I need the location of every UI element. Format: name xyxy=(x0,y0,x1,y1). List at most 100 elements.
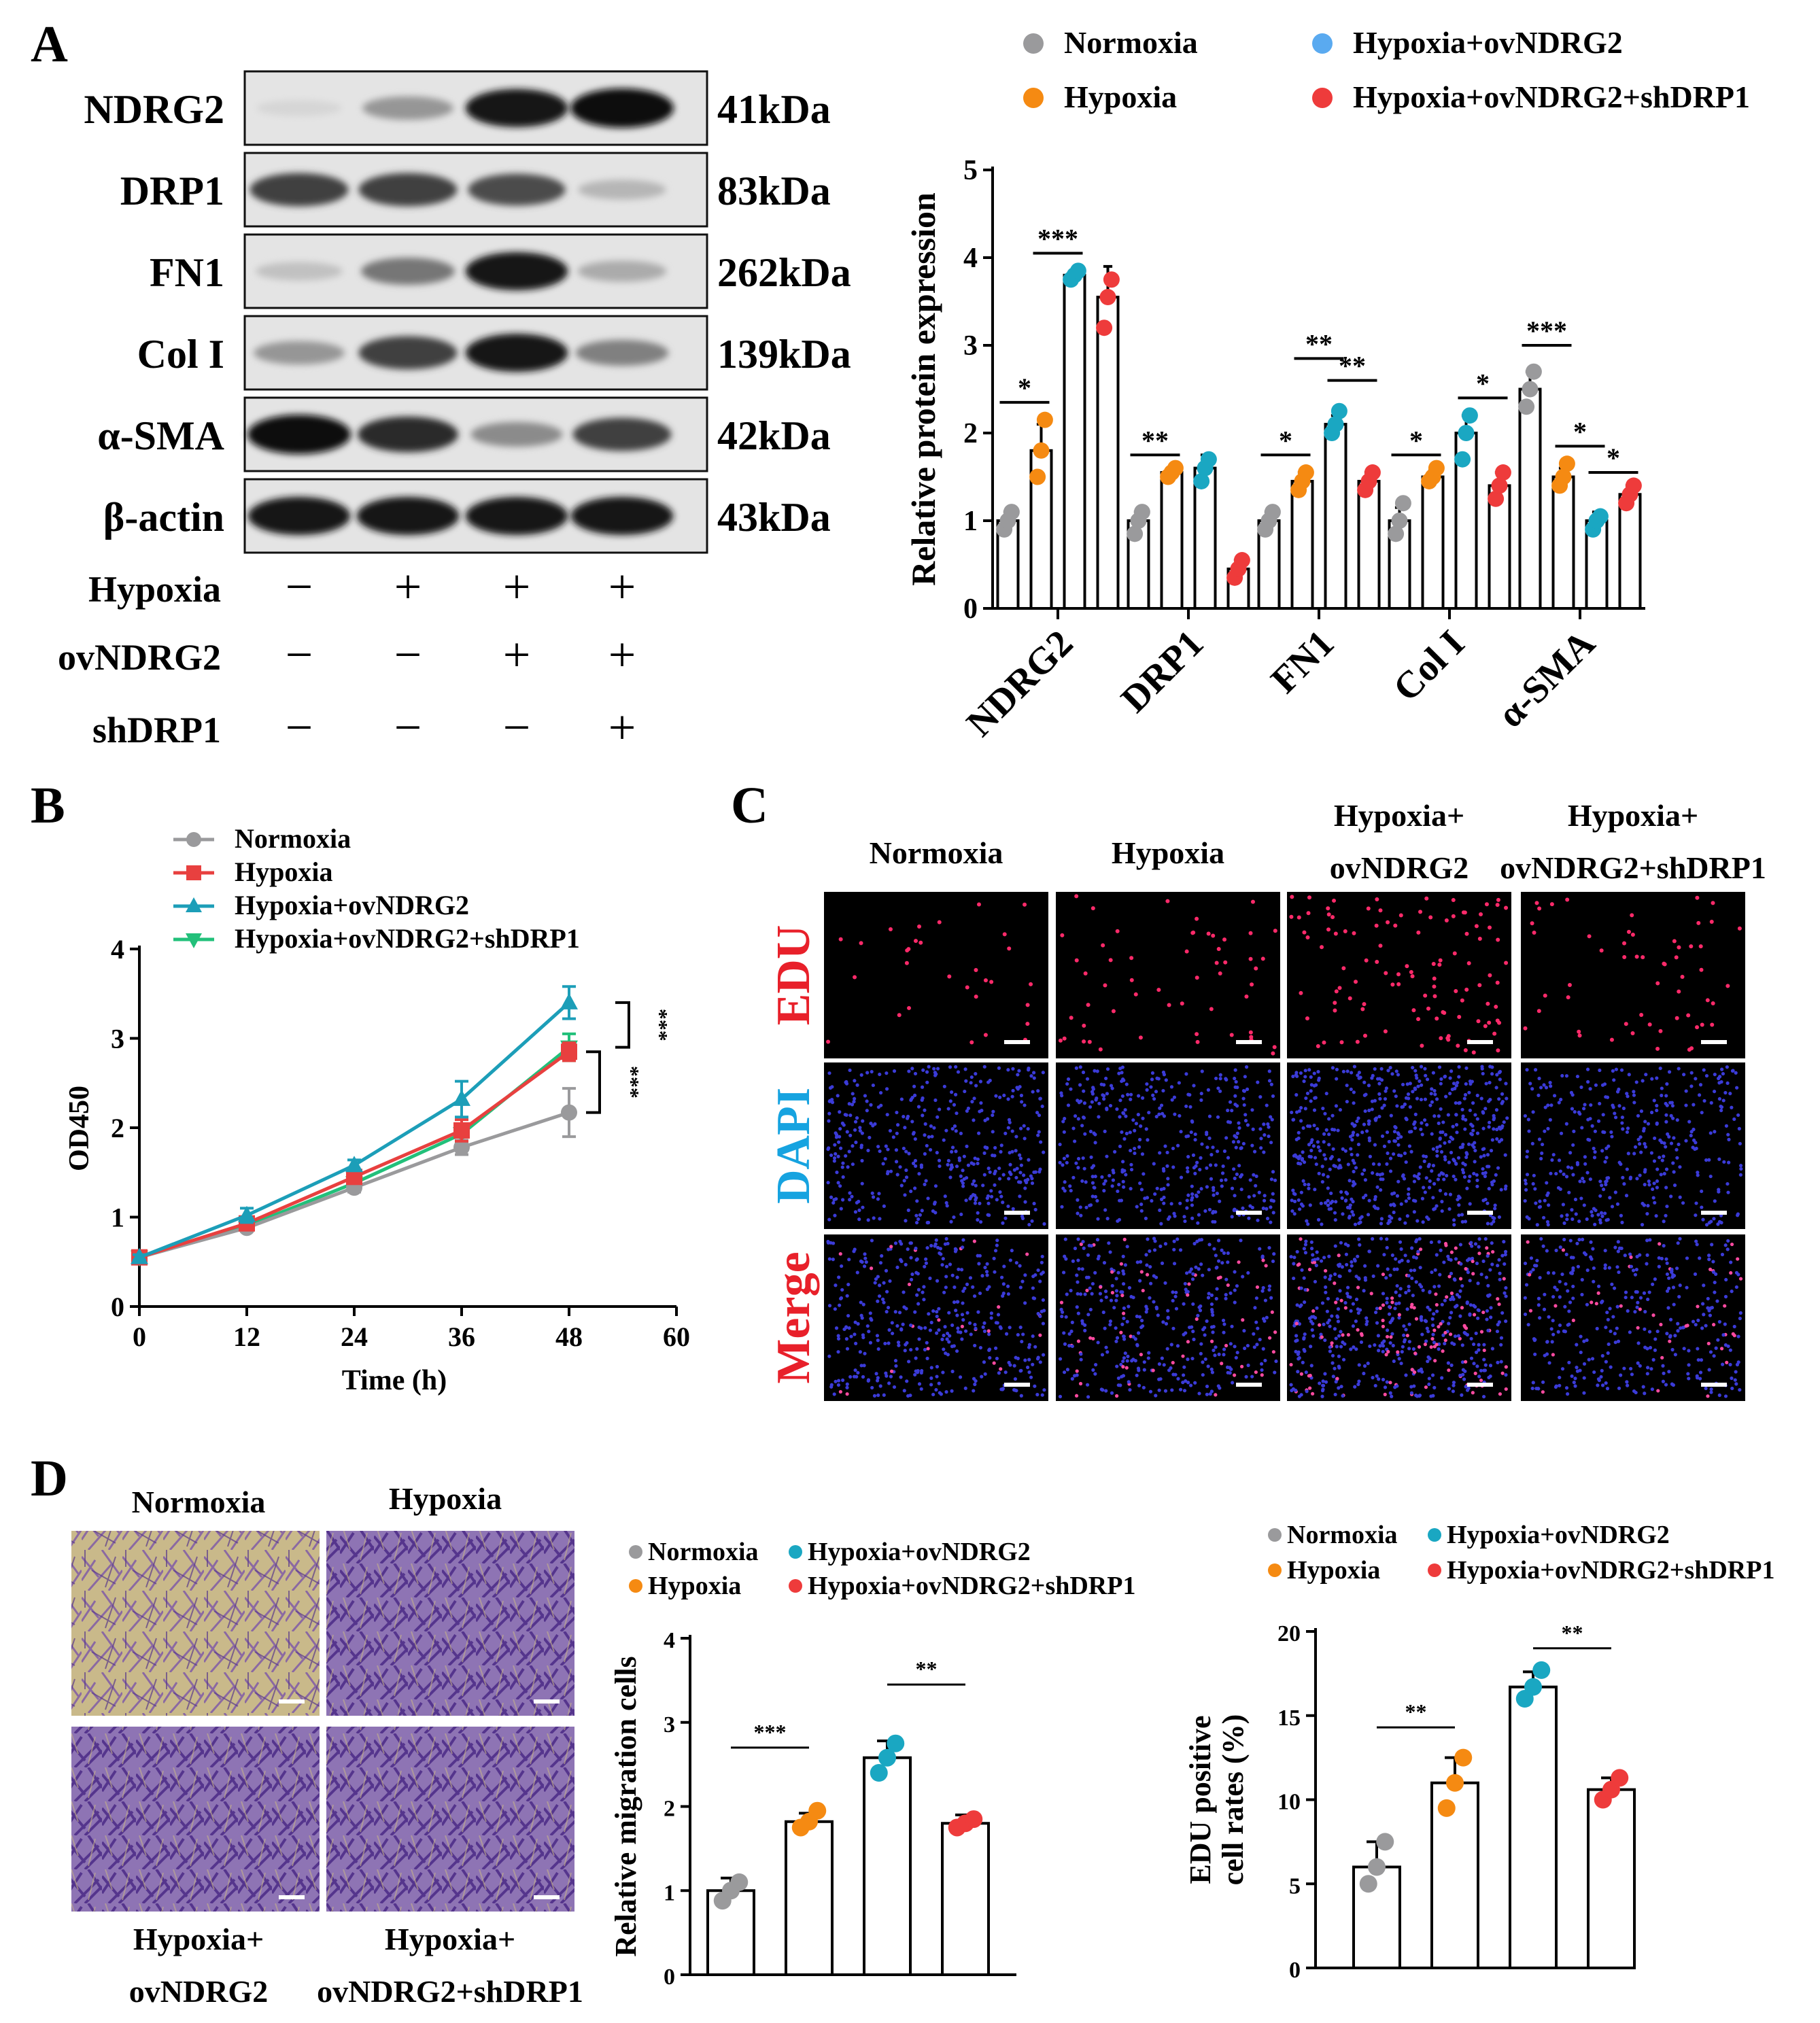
cell-nucleus xyxy=(889,1374,893,1379)
cell-nucleus xyxy=(1386,1069,1390,1073)
cell-nucleus xyxy=(1211,1313,1215,1317)
cell-nucleus xyxy=(1023,1273,1027,1277)
cell-nucleus xyxy=(1439,1077,1443,1082)
cell-nucleus xyxy=(848,1113,853,1118)
cell-nucleus xyxy=(1409,1130,1413,1134)
cell-nucleus xyxy=(1481,1198,1486,1203)
blot-band xyxy=(578,179,666,200)
cell-nucleus xyxy=(1388,1169,1393,1173)
legend-label: Hypoxia+ovNDRG2+shDRP1 xyxy=(1447,1556,1774,1585)
cell-nucleus xyxy=(1477,1245,1481,1249)
cell-nucleus xyxy=(1606,1317,1610,1321)
cell-nucleus xyxy=(1496,1048,1500,1053)
cell-nucleus xyxy=(1471,1124,1475,1128)
cell-nucleus xyxy=(1449,1297,1453,1302)
cell-nucleus xyxy=(1174,1290,1178,1294)
cell-nucleus xyxy=(1122,1078,1126,1082)
cell-nucleus xyxy=(1294,1110,1299,1114)
cell-nucleus xyxy=(902,1389,906,1393)
cell-nucleus xyxy=(1076,1292,1080,1296)
cell-nucleus xyxy=(1439,1248,1443,1252)
cell-nucleus xyxy=(1058,1142,1062,1147)
cell-nucleus xyxy=(988,1170,992,1174)
cell-nucleus xyxy=(1495,903,1500,907)
cell-nucleus xyxy=(861,1335,865,1340)
cell-nucleus xyxy=(1649,1151,1653,1155)
cell-nucleus xyxy=(1337,1158,1341,1162)
cell-nucleus xyxy=(1476,1316,1480,1320)
cell-nucleus xyxy=(1030,1219,1034,1223)
cell-nucleus xyxy=(1371,1171,1375,1175)
legend-label: Hypoxia+ovNDRG2 xyxy=(1353,25,1623,60)
cell-nucleus xyxy=(1531,1268,1535,1272)
cell-nucleus xyxy=(1341,1358,1346,1362)
cell-nucleus xyxy=(1411,1065,1415,1070)
cell-nucleus xyxy=(943,1325,947,1329)
scale-bar xyxy=(1701,1383,1727,1387)
cell-nucleus xyxy=(1728,1348,1732,1352)
cell-nucleus xyxy=(1339,1385,1343,1389)
cell-nucleus xyxy=(1630,1031,1635,1035)
cell-nucleus xyxy=(1723,1243,1728,1247)
cell-nucleus xyxy=(1254,1183,1258,1188)
legend-label: Normoxia xyxy=(235,823,351,854)
cell-nucleus xyxy=(1233,1076,1237,1081)
cell-nucleus xyxy=(1675,1156,1679,1160)
cell-nucleus xyxy=(1655,1167,1660,1171)
cell-nucleus xyxy=(1014,1175,1018,1180)
cell-nucleus xyxy=(1479,1330,1484,1334)
cell-nucleus xyxy=(1430,1270,1434,1275)
cell-nucleus xyxy=(1330,1361,1335,1365)
cell-nucleus xyxy=(843,1113,847,1117)
cell-nucleus xyxy=(1406,1092,1411,1096)
cell-nucleus xyxy=(1420,1332,1424,1336)
cell-nucleus xyxy=(902,1305,906,1309)
cell-nucleus xyxy=(1417,1177,1421,1181)
cell-nucleus xyxy=(1246,1343,1250,1348)
cell-nucleus xyxy=(1109,1298,1114,1302)
cell-nucleus xyxy=(1219,1178,1224,1183)
cell-nucleus xyxy=(1115,1107,1119,1111)
cell-nucleus xyxy=(1486,1201,1490,1205)
cell-nucleus xyxy=(1610,1135,1614,1139)
cell-nucleus xyxy=(1252,1194,1256,1198)
cell-nucleus xyxy=(1580,1278,1584,1282)
cell-nucleus xyxy=(1346,1162,1350,1166)
legend-label: Hypoxia+ovNDRG2+shDRP1 xyxy=(1353,80,1750,114)
cell-nucleus xyxy=(1490,1241,1494,1245)
cell-nucleus xyxy=(1651,1313,1655,1317)
cell-nucleus xyxy=(1120,1290,1124,1294)
legend-marker xyxy=(629,1579,642,1593)
cell-nucleus xyxy=(1191,930,1196,935)
cell-nucleus xyxy=(1080,1124,1084,1128)
row-label: Merge xyxy=(768,1251,820,1383)
bar xyxy=(1063,273,1086,610)
cell-nucleus xyxy=(1416,1084,1420,1088)
cell-nucleus xyxy=(1452,951,1457,956)
cell-nucleus xyxy=(989,980,994,984)
cell-nucleus xyxy=(1373,1197,1377,1201)
cell-nucleus xyxy=(1128,1130,1132,1135)
cell-nucleus xyxy=(1206,1296,1211,1300)
cell-nucleus xyxy=(1195,1160,1199,1164)
cell-nucleus xyxy=(952,1124,957,1128)
cell-nucleus xyxy=(1451,914,1456,918)
cell-nucleus xyxy=(935,1151,939,1155)
cell-nucleus xyxy=(1320,1301,1325,1305)
cell-nucleus xyxy=(1314,1096,1318,1100)
cell-nucleus xyxy=(1615,1202,1620,1206)
cell-nucleus xyxy=(1186,1169,1190,1174)
cell-nucleus xyxy=(1626,1126,1630,1130)
cell-nucleus xyxy=(1031,1296,1035,1300)
cell-nucleus xyxy=(1110,1270,1114,1274)
cell-nucleus xyxy=(904,1175,909,1179)
cell-nucleus xyxy=(1124,1173,1128,1177)
cell-nucleus xyxy=(1582,1203,1586,1207)
cell-nucleus xyxy=(1440,1200,1444,1204)
cell-nucleus xyxy=(875,1379,880,1383)
significance-label: *** xyxy=(1526,315,1567,346)
cell-nucleus xyxy=(1235,1104,1239,1108)
cell-nucleus xyxy=(1148,1389,1153,1394)
cell-nucleus xyxy=(1029,1375,1033,1379)
cell-nucleus xyxy=(1653,1136,1657,1141)
